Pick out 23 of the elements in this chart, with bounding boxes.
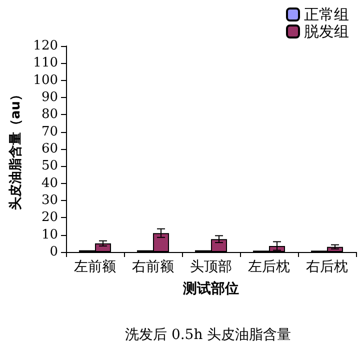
y-tick-label: 120 [33,38,58,54]
y-tick-label: 30 [41,193,58,208]
y-tick-label: 100 [33,72,58,88]
x-tick-label: 右前额 [132,259,174,275]
text: 洗发后 0.5h 头皮油脂含量 [125,327,292,343]
x-tick-label: 头顶部 [190,259,232,275]
y-tick-label: 0 [50,244,58,260]
x-axis-title: 测试部位 [182,280,239,297]
y-tick-label: 50 [41,158,58,174]
y-tick-label: 70 [41,124,58,140]
y-tick-label: 90 [41,90,58,105]
y-tick-label: 20 [41,210,58,226]
y-tick-label: 40 [41,176,58,191]
x-tick-label: 左后枕 [248,259,290,275]
x-tick-label: 右后枕 [306,259,348,275]
y-tick-label: 80 [41,107,58,122]
y-tick-label: 110 [33,56,58,71]
legend-label: 正常组 [304,6,349,24]
legend-label: 脱发组 [304,22,349,40]
x-tick-label: 左前额 [74,259,116,275]
y-tick-label: 10 [41,227,58,242]
y-axis-title: 头皮油脂含量（au） [7,88,24,210]
y-tick-label: 60 [41,142,58,156]
